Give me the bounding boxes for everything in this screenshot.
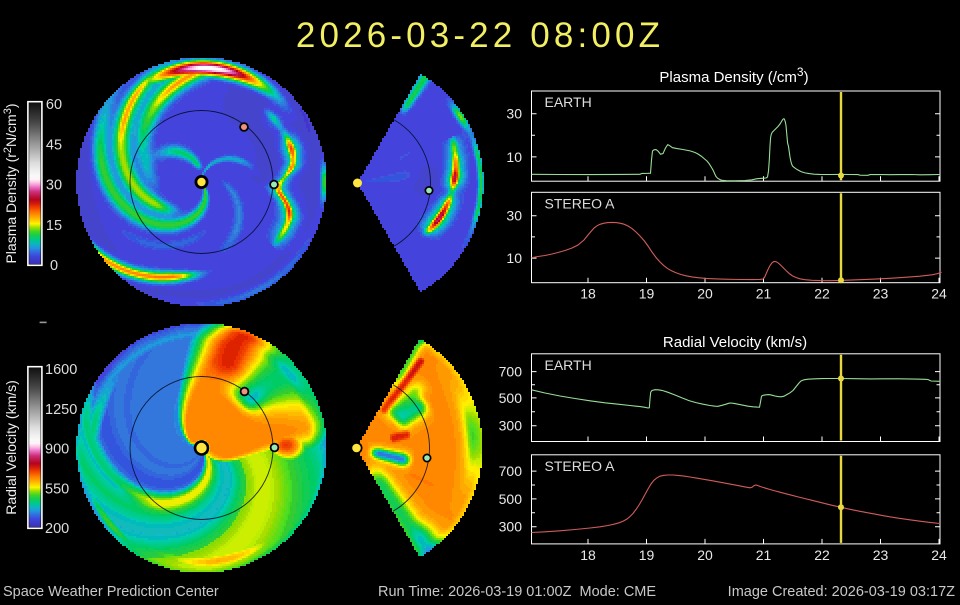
svg-text:EARTH: EARTH (545, 357, 592, 373)
svg-text:24: 24 (931, 547, 947, 563)
svg-text:EARTH: EARTH (545, 94, 592, 110)
svg-text:STEREO A: STEREO A (545, 195, 616, 211)
svg-text:1250: 1250 (45, 402, 77, 418)
svg-text:0: 0 (50, 258, 58, 274)
svg-text:Plasma Density (r2N/cm3): Plasma Density (r2N/cm3) (2, 103, 19, 263)
svg-text:2026-03-22 08:00Z: 2026-03-22 08:00Z (296, 16, 664, 55)
svg-text:10: 10 (506, 250, 522, 266)
svg-text:24: 24 (931, 286, 947, 302)
svg-text:18: 18 (580, 547, 596, 563)
svg-text:700: 700 (499, 463, 523, 479)
svg-text:23: 23 (873, 547, 889, 563)
svg-text:20: 20 (697, 547, 713, 563)
svg-text:1600: 1600 (45, 362, 77, 378)
svg-text:60: 60 (46, 97, 62, 113)
svg-text:900: 900 (45, 442, 69, 458)
svg-text:22: 22 (814, 286, 830, 302)
svg-text:45: 45 (46, 137, 62, 153)
svg-text:23: 23 (873, 286, 889, 302)
svg-text:500: 500 (499, 390, 523, 406)
svg-text:18: 18 (580, 286, 596, 302)
svg-text:Image Created: 2026-03-19 03:1: Image Created: 2026-03-19 03:17Z (728, 584, 955, 600)
svg-text:500: 500 (499, 491, 523, 507)
svg-text:19: 19 (639, 286, 655, 302)
svg-text:20: 20 (697, 286, 713, 302)
svg-text:Run Time: 2026-03-19 01:00Z M: Run Time: 2026-03-19 01:00Z Mode: CME (378, 584, 656, 600)
svg-text:Radial Velocity (km/s): Radial Velocity (km/s) (3, 380, 19, 515)
svg-text:300: 300 (499, 519, 523, 535)
svg-text:700: 700 (499, 364, 523, 380)
svg-text:200: 200 (45, 521, 69, 537)
svg-text:21: 21 (756, 286, 772, 302)
svg-text:STEREO A: STEREO A (545, 458, 616, 474)
svg-text:15: 15 (46, 218, 62, 234)
svg-text:550: 550 (45, 481, 69, 497)
svg-text:Space Weather Prediction Cente: Space Weather Prediction Center (3, 584, 219, 600)
svg-text:30: 30 (506, 208, 522, 224)
svg-text:300: 300 (499, 418, 523, 434)
svg-text:Radial Velocity (km/s): Radial Velocity (km/s) (663, 334, 807, 351)
svg-text:22: 22 (814, 547, 830, 563)
svg-text:10: 10 (506, 149, 522, 165)
svg-text:30: 30 (506, 106, 522, 122)
svg-text:30: 30 (46, 178, 62, 194)
svg-text:19: 19 (639, 547, 655, 563)
svg-text:21: 21 (756, 547, 772, 563)
svg-text:Plasma Density (/cm3): Plasma Density (/cm3) (659, 65, 808, 86)
